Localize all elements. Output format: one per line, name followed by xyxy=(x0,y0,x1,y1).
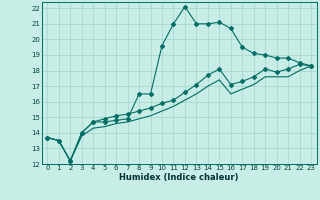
X-axis label: Humidex (Indice chaleur): Humidex (Indice chaleur) xyxy=(119,173,239,182)
